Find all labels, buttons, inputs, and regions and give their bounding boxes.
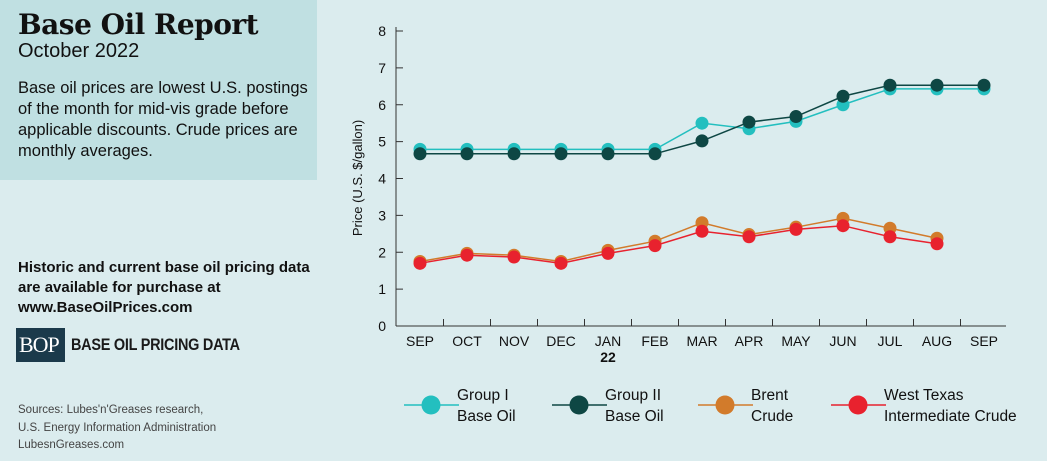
legend-label-0: Group I bbox=[457, 387, 509, 404]
x-year-label: 22 bbox=[600, 349, 616, 365]
legend-marker-0 bbox=[421, 395, 441, 415]
series-point-3 bbox=[507, 250, 521, 264]
legend-label-2: Brent bbox=[751, 387, 789, 404]
x-tick-label: JAN bbox=[595, 333, 621, 349]
bop-logo-mark: BOP bbox=[16, 328, 65, 362]
y-tick-label: 0 bbox=[378, 318, 386, 334]
promo-line: Historic and current base oil pricing da… bbox=[18, 259, 310, 296]
x-tick-label: JUN bbox=[829, 333, 856, 349]
y-tick-label: 4 bbox=[378, 171, 386, 187]
series-point-1 bbox=[507, 147, 521, 161]
page-title: Base Oil Report bbox=[18, 8, 259, 41]
x-tick-label: OCT bbox=[452, 333, 482, 349]
series-point-3 bbox=[883, 230, 897, 244]
legend-marker-3 bbox=[848, 395, 868, 415]
sources-line-2: U.S. Energy Information Administration bbox=[18, 422, 217, 434]
promo-url-link[interactable]: www.BaseOilPrices.com bbox=[18, 299, 193, 316]
y-tick-label: 3 bbox=[378, 207, 386, 223]
x-tick-label: FEB bbox=[641, 333, 668, 349]
x-tick-label: MAR bbox=[686, 333, 717, 349]
series-point-3 bbox=[695, 224, 709, 238]
series-point-1 bbox=[648, 147, 662, 161]
y-axis-label: Price (U.S. $/gallon) bbox=[350, 120, 365, 236]
series-point-0 bbox=[695, 116, 709, 130]
series-point-3 bbox=[930, 237, 944, 251]
y-tick-label: 5 bbox=[378, 134, 386, 150]
series-point-3 bbox=[789, 222, 803, 236]
series-line-2 bbox=[419, 217, 938, 263]
x-tick-label: DEC bbox=[546, 333, 576, 349]
x-tick-label: AUG bbox=[922, 333, 952, 349]
series-point-1 bbox=[601, 147, 615, 161]
legend-label-3: Intermediate Crude bbox=[884, 408, 1017, 425]
series-point-1 bbox=[695, 134, 709, 148]
x-tick-label: SEP bbox=[970, 333, 998, 349]
x-tick-label: SEP bbox=[406, 333, 434, 349]
y-tick-label: 2 bbox=[378, 244, 386, 260]
legend-label-1: Base Oil bbox=[605, 408, 664, 425]
series-point-1 bbox=[460, 147, 474, 161]
legend-label-0: Base Oil bbox=[457, 408, 516, 425]
legend-marker-2 bbox=[715, 395, 735, 415]
brand-name: BASE OIL PRICING DATA bbox=[70, 335, 240, 354]
site-credit: LubesnGreases.com bbox=[18, 439, 125, 451]
series-point-1 bbox=[977, 78, 991, 92]
series-point-3 bbox=[742, 230, 756, 244]
legend-label-3: West Texas bbox=[884, 387, 964, 404]
sources-text: Sources: Lubes'n'Greases research, U.S. … bbox=[18, 401, 216, 437]
y-tick-label: 6 bbox=[378, 97, 386, 113]
y-tick-label: 8 bbox=[378, 23, 386, 39]
y-tick-label: 1 bbox=[378, 281, 386, 297]
x-tick-label: NOV bbox=[499, 333, 530, 349]
y-tick-label: 7 bbox=[378, 60, 386, 76]
series-point-3 bbox=[648, 239, 662, 253]
series-point-3 bbox=[554, 256, 568, 270]
legend-marker-1 bbox=[569, 395, 589, 415]
series-point-3 bbox=[601, 246, 615, 260]
report-description: Base oil prices are lowest U.S. postings… bbox=[18, 79, 308, 160]
title-panel bbox=[0, 0, 317, 180]
series-point-1 bbox=[836, 89, 850, 103]
series-point-3 bbox=[836, 219, 850, 233]
series-point-1 bbox=[413, 147, 427, 161]
series-point-3 bbox=[460, 248, 474, 262]
brand-logo: BOP BASE OIL PRICING DATA bbox=[16, 328, 269, 362]
page-subtitle: October 2022 bbox=[18, 40, 140, 62]
legend-label-1: Group II bbox=[605, 387, 661, 404]
sources-line-1: Sources: Lubes'n'Greases research, bbox=[18, 404, 204, 416]
legend-label-2: Crude bbox=[751, 408, 793, 425]
series-line-3 bbox=[419, 224, 938, 265]
x-tick-label: MAY bbox=[781, 333, 811, 349]
series-point-1 bbox=[554, 147, 568, 161]
x-tick-label: JUL bbox=[878, 333, 903, 349]
series-point-1 bbox=[883, 78, 897, 92]
series-point-1 bbox=[789, 110, 803, 124]
x-tick-label: APR bbox=[735, 333, 764, 349]
series-point-3 bbox=[413, 256, 427, 270]
series-point-1 bbox=[930, 78, 944, 92]
promo-text: Historic and current base oil pricing da… bbox=[18, 258, 318, 318]
series-point-1 bbox=[742, 115, 756, 129]
